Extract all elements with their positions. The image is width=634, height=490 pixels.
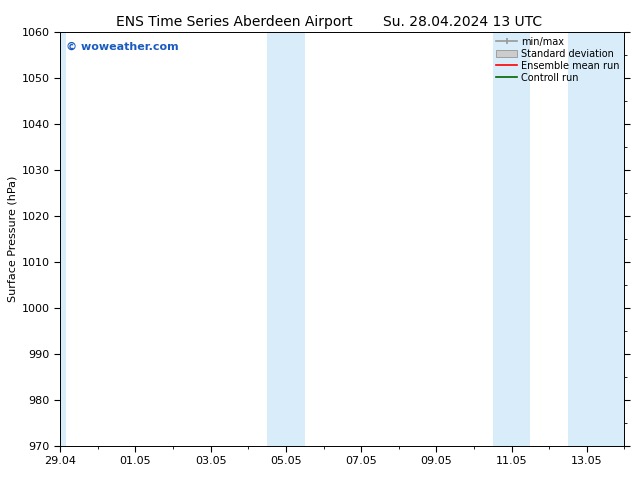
Bar [60, 32, 66, 446]
Legend: min/max, Standard deviation, Ensemble mean run, Controll run: min/max, Standard deviation, Ensemble me… [496, 37, 619, 82]
Bar [493, 32, 531, 446]
Text: © woweather.com: © woweather.com [66, 42, 179, 52]
Bar [568, 32, 624, 446]
Y-axis label: Surface Pressure (hPa): Surface Pressure (hPa) [8, 176, 18, 302]
Bar [267, 32, 305, 446]
Text: Su. 28.04.2024 13 UTC: Su. 28.04.2024 13 UTC [384, 15, 542, 29]
Text: ENS Time Series Aberdeen Airport: ENS Time Series Aberdeen Airport [116, 15, 353, 29]
